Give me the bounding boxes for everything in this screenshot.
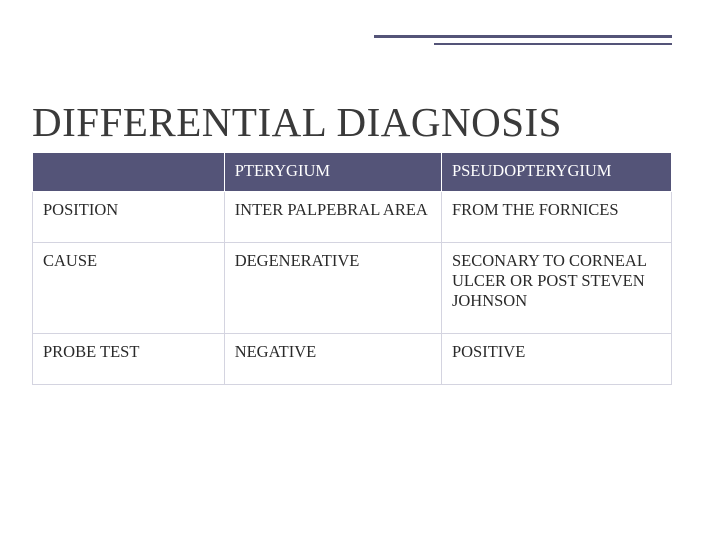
table-cell: NEGATIVE bbox=[224, 334, 441, 385]
table-cell: POSITIVE bbox=[441, 334, 671, 385]
slide-title: DIFFERENTIAL DIAGNOSIS bbox=[32, 98, 562, 146]
decor-top-lines bbox=[374, 35, 672, 40]
table-header-col2: PSEUDOPTERYGIUM bbox=[441, 153, 671, 192]
table-cell: DEGENERATIVE bbox=[224, 243, 441, 334]
table-row: PROBE TEST NEGATIVE POSITIVE bbox=[33, 334, 672, 385]
table-row: POSITION INTER PALPEBRAL AREA FROM THE F… bbox=[33, 192, 672, 243]
table-header-row: PTERYGIUM PSEUDOPTERYGIUM bbox=[33, 153, 672, 192]
table-cell: SECONARY TO CORNEAL ULCER OR POST STEVEN… bbox=[441, 243, 671, 334]
table-cell: INTER PALPEBRAL AREA bbox=[224, 192, 441, 243]
table-header-empty bbox=[33, 153, 225, 192]
table-header-col1: PTERYGIUM bbox=[224, 153, 441, 192]
decor-line-thick bbox=[374, 35, 672, 38]
table-cell-rowlabel: CAUSE bbox=[33, 243, 225, 334]
table-row: CAUSE DEGENERATIVE SECONARY TO CORNEAL U… bbox=[33, 243, 672, 334]
diagnosis-table: PTERYGIUM PSEUDOPTERYGIUM POSITION INTER… bbox=[32, 152, 672, 385]
table-cell-rowlabel: POSITION bbox=[33, 192, 225, 243]
table-cell: FROM THE FORNICES bbox=[441, 192, 671, 243]
decor-line-thin bbox=[434, 43, 672, 45]
table-cell-rowlabel: PROBE TEST bbox=[33, 334, 225, 385]
